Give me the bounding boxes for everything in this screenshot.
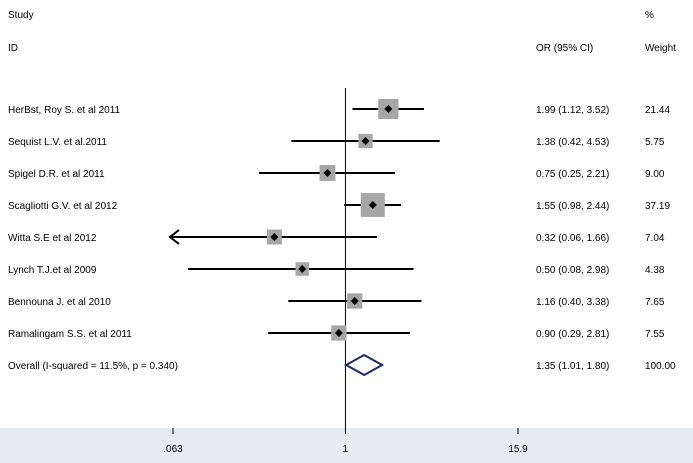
x-tick-label: .063 xyxy=(163,444,183,455)
study-label: Scagliotti G.V. et al 2012 xyxy=(8,201,118,212)
or-ci-value: 1.99 (1.12, 3.52) xyxy=(536,105,609,116)
axis-band xyxy=(0,428,693,463)
point-estimate xyxy=(350,297,359,305)
x-axis-ticks: .063 1 15.9 xyxy=(163,428,528,455)
overall-diamond xyxy=(344,353,385,377)
header-or-ci: OR (95% CI) xyxy=(536,43,593,54)
or-ci-value: 1.16 (0.40, 3.38) xyxy=(536,297,609,308)
overall-row: Overall (I-squared = 11.5%, p = 0.340) 1.… xyxy=(8,353,676,377)
overall-label: Overall (I-squared = 11.5%, p = 0.340) xyxy=(8,361,178,372)
or-ci-value: 0.32 (0.06, 1.66) xyxy=(536,233,609,244)
study-label: Witta S.E et al 2012 xyxy=(8,233,97,244)
or-ci-value: 1.38 (0.42, 4.53) xyxy=(536,137,609,148)
overall-weight-value: 100.00 xyxy=(645,361,676,372)
study-label: Ramalingam S.S. et al 2011 xyxy=(8,329,132,340)
weight-value: 37.19 xyxy=(645,201,670,212)
x-tick-label: 1 xyxy=(343,444,349,455)
study-label: Sequist L.V. et al.2011 xyxy=(8,137,107,148)
weight-value: 4.38 xyxy=(645,265,665,276)
weight-value: 7.55 xyxy=(645,329,665,340)
point-estimate xyxy=(361,137,370,145)
point-estimate xyxy=(323,169,332,177)
header-weight-pct: % xyxy=(645,10,654,21)
point-estimate xyxy=(334,329,343,337)
study-rows: HerBst, Roy S. et al 2011 1.99 (1.12, 3.5… xyxy=(8,98,676,377)
study-row: Scagliotti G.V. et al 2012 1.55 (0.98, 2.… xyxy=(8,193,670,217)
overall-or-ci-value: 1.35 (1.01, 1.80) xyxy=(536,361,609,372)
study-row: Witta S.E et al 2012 0.32 (0.06, 1.66) 7.0… xyxy=(8,229,665,245)
point-estimate xyxy=(270,233,279,241)
or-ci-value: 0.50 (0.08, 2.98) xyxy=(536,265,609,276)
weight-value: 7.65 xyxy=(645,297,665,308)
ci-arrow xyxy=(168,229,180,245)
study-row: HerBst, Roy S. et al 2011 1.99 (1.12, 3.5… xyxy=(8,98,670,120)
or-ci-value: 0.90 (0.29, 2.81) xyxy=(536,329,609,340)
or-ci-value: 1.55 (0.98, 2.44) xyxy=(536,201,609,212)
study-row: Ramalingam S.S. et al 2011 0.90 (0.29, 2.… xyxy=(8,325,665,341)
header-study: Study xyxy=(8,10,34,21)
point-estimate xyxy=(384,105,393,113)
study-label: Bennouna J. et al 2010 xyxy=(8,297,111,308)
weight-value: 21.44 xyxy=(645,105,670,116)
header-weight: Weight xyxy=(645,43,676,54)
study-label: Lynch T.J.et al 2009 xyxy=(8,265,97,276)
or-ci-value: 0.75 (0.25, 2.21) xyxy=(536,169,609,180)
weight-value: 7.04 xyxy=(645,233,665,244)
study-row: Sequist L.V. et al.2011 1.38 (0.42, 4.53)… xyxy=(8,133,665,149)
point-estimate xyxy=(298,265,307,273)
study-row: Spigel D.R. et al 2011 0.75 (0.25, 2.21) 9… xyxy=(8,165,665,181)
weight-value: 9.00 xyxy=(645,169,665,180)
study-label: HerBst, Roy S. et al 2011 xyxy=(8,105,121,116)
point-estimate xyxy=(368,201,377,209)
weight-value: 5.75 xyxy=(645,137,665,148)
study-label: Spigel D.R. et al 2011 xyxy=(8,169,105,180)
study-row: Lynch T.J.et al 2009 0.50 (0.08, 2.98) 4.3… xyxy=(8,262,665,276)
x-tick-label: 15.9 xyxy=(508,444,528,455)
header-id: ID xyxy=(8,43,18,54)
study-row: Bennouna J. et al 2010 1.16 (0.40, 3.38) 7… xyxy=(8,293,665,309)
